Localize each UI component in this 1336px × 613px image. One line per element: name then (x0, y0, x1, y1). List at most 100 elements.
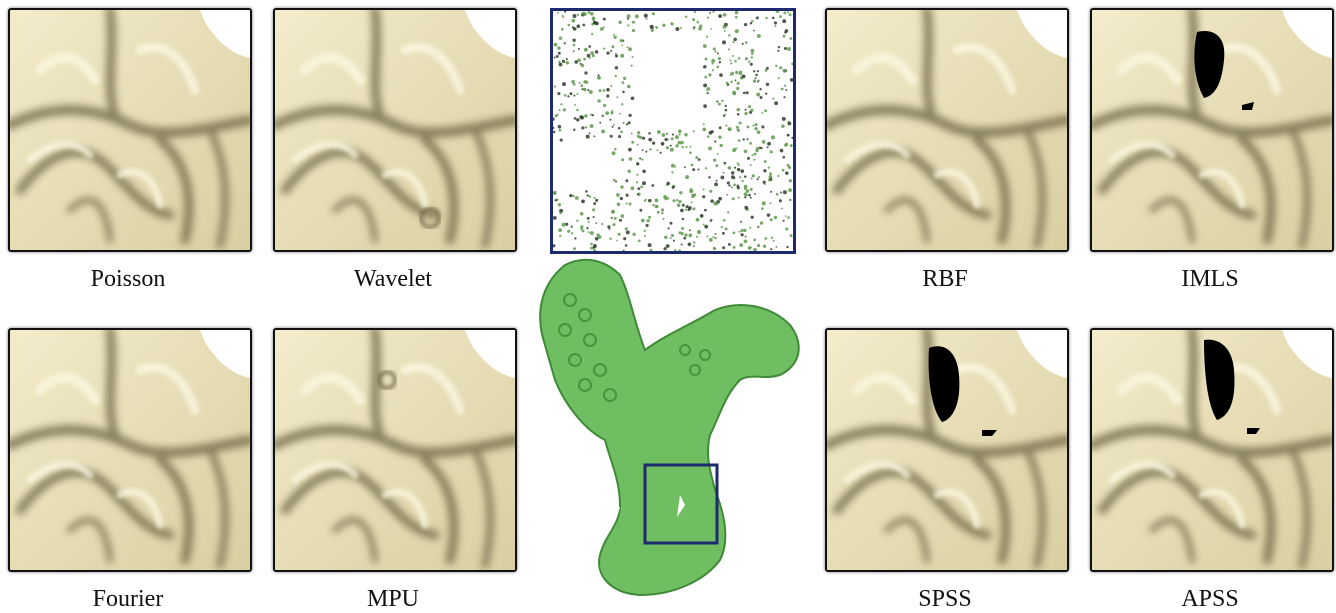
point (637, 187, 641, 191)
point (716, 152, 719, 155)
point (677, 141, 681, 145)
point (783, 96, 786, 99)
point (571, 79, 575, 84)
point (730, 186, 733, 189)
point (785, 88, 788, 91)
point (574, 196, 579, 200)
point (743, 228, 747, 233)
point (765, 82, 770, 87)
point (567, 95, 570, 98)
point (759, 221, 764, 225)
point (553, 42, 558, 47)
point (628, 202, 632, 206)
point (743, 22, 748, 27)
point (562, 16, 565, 19)
point (554, 114, 558, 118)
point (644, 234, 647, 238)
point (752, 124, 755, 127)
point (779, 15, 782, 18)
point (558, 109, 561, 112)
point (730, 62, 733, 65)
point (664, 137, 668, 142)
point (581, 88, 584, 91)
point (782, 219, 785, 222)
point (786, 163, 790, 167)
point (732, 55, 735, 57)
point (640, 185, 644, 189)
point (769, 150, 773, 154)
point (770, 236, 774, 239)
point (761, 111, 764, 114)
point (692, 18, 696, 22)
point (768, 174, 773, 179)
point (789, 234, 793, 238)
mpu-render (273, 328, 517, 572)
point (709, 11, 712, 14)
point (630, 132, 633, 135)
point (762, 244, 767, 248)
point (565, 61, 570, 65)
point (610, 85, 613, 88)
caption-mpu: MPU (366, 586, 420, 612)
point (586, 226, 589, 230)
caption-rbf: RBF (922, 266, 968, 292)
point (781, 207, 784, 210)
point (564, 11, 567, 13)
point (627, 169, 631, 174)
point (670, 163, 675, 168)
point (702, 127, 707, 132)
point (735, 125, 739, 129)
point (774, 101, 779, 106)
point (713, 158, 717, 162)
point (572, 50, 575, 53)
point (715, 179, 718, 182)
point (573, 247, 576, 251)
point (610, 49, 613, 52)
point (689, 146, 692, 148)
point (560, 27, 564, 31)
point (783, 46, 788, 51)
point (612, 223, 616, 227)
point (744, 111, 748, 116)
point (583, 47, 588, 52)
point (767, 141, 771, 146)
point (713, 247, 717, 251)
point (740, 233, 744, 237)
point (737, 139, 741, 142)
point (669, 221, 673, 225)
poisson-render (8, 8, 252, 252)
point-cloud-svg (553, 11, 793, 251)
point (755, 73, 758, 77)
point (764, 69, 768, 72)
point (584, 115, 587, 118)
point (749, 196, 752, 199)
point (740, 229, 744, 232)
point (619, 196, 623, 201)
point (591, 16, 596, 21)
point (649, 24, 654, 29)
point (749, 187, 753, 191)
point (702, 44, 707, 48)
point (579, 115, 584, 119)
point (614, 147, 617, 151)
point (680, 140, 684, 145)
point (585, 190, 588, 193)
point (781, 116, 786, 121)
point (641, 149, 644, 152)
point (708, 176, 711, 179)
point (722, 246, 726, 250)
point (582, 23, 586, 27)
point (557, 51, 561, 55)
point (745, 194, 748, 197)
point (578, 82, 581, 84)
point (630, 64, 633, 67)
point (624, 227, 628, 231)
point (675, 198, 679, 202)
point (756, 225, 760, 229)
point (576, 24, 581, 28)
point (693, 241, 696, 244)
point (754, 122, 758, 127)
point (675, 27, 680, 31)
point (602, 89, 606, 92)
point (759, 87, 762, 91)
